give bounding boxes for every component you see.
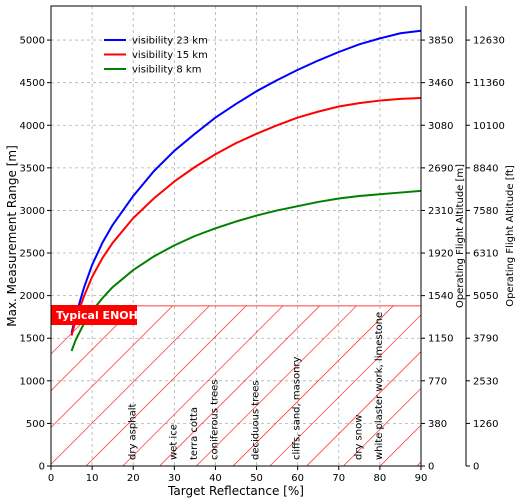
right-tick-label: 1540 bbox=[428, 291, 453, 302]
right-tick-label: 380 bbox=[428, 419, 447, 430]
right-tick-label: 3080 bbox=[428, 121, 453, 132]
right-axis-altitude-m: 0 380 770 1150 1540 1920 2310 2690 3080 3460 3850 bbox=[420, 6, 453, 473]
right-tick-label: 1260 bbox=[473, 419, 498, 430]
series-lines bbox=[70, 29, 421, 352]
x-tick-label: 30 bbox=[168, 473, 181, 484]
annotation-label: cliffs, sand, masonry bbox=[292, 356, 303, 460]
y-tick-label: 500 bbox=[26, 419, 45, 430]
x-tick-label: 40 bbox=[209, 473, 222, 484]
enohd-hatched-region bbox=[50, 305, 422, 467]
right-axis-altitude-ft: 0 1260 2530 3790 5050 6310 7580 8840 10100 11360 1… bbox=[465, 6, 505, 473]
right-tick-label: 1920 bbox=[428, 249, 453, 260]
right-tick-label: 3850 bbox=[428, 36, 453, 47]
right-axis-1-label: Operating Flight Altitude [m] bbox=[455, 164, 466, 308]
y-tick-label: 4500 bbox=[20, 78, 45, 89]
right-tick-label: 2310 bbox=[428, 206, 453, 217]
y-axis-label: Max. Measurement Range [m] bbox=[5, 145, 19, 327]
x-tick-label: 20 bbox=[127, 473, 140, 484]
y-tick-label: 1500 bbox=[20, 334, 45, 345]
right-tick-label: 7580 bbox=[473, 206, 498, 217]
annotation-label: dry asphalt bbox=[127, 404, 138, 460]
right-tick-label: 11360 bbox=[473, 78, 505, 89]
enohd-label-box bbox=[51, 305, 137, 325]
right-tick-label: 3460 bbox=[428, 78, 453, 89]
x-tick-label: 70 bbox=[332, 473, 345, 484]
annotation-label: wet ice bbox=[168, 424, 179, 460]
x-tick-label: 90 bbox=[415, 473, 428, 484]
y-tick-label: 4000 bbox=[20, 121, 45, 132]
x-tick-label: 0 bbox=[48, 473, 54, 484]
legend-label: visibility 15 km bbox=[132, 50, 208, 61]
x-tick-label: 50 bbox=[250, 473, 263, 484]
annotation-label: deciduous trees bbox=[251, 380, 262, 460]
enohd-label: Typical ENOHD bbox=[51, 305, 147, 325]
x-tick-label: 10 bbox=[86, 473, 99, 484]
x-tick-label: 80 bbox=[374, 473, 387, 484]
right-tick-label: 0 bbox=[473, 462, 479, 473]
right-tick-label: 10100 bbox=[473, 121, 505, 132]
y-tick-label: 1000 bbox=[20, 376, 45, 387]
x-tick-label: 60 bbox=[291, 473, 304, 484]
y-tick-label: 2500 bbox=[20, 249, 45, 260]
x-axis-label: Target Reflectance [%] bbox=[167, 484, 304, 498]
right-axis-2-label: Operating Flight Altitude [ft] bbox=[505, 165, 515, 307]
annotation-label: terra cotta bbox=[189, 407, 200, 460]
right-tick-label: 12630 bbox=[473, 36, 505, 47]
right-tick-label: 2690 bbox=[428, 163, 453, 174]
legend-label: visibility 8 km bbox=[132, 65, 201, 76]
right-tick-label: 3790 bbox=[473, 334, 498, 345]
right-tick-label: 1150 bbox=[428, 334, 453, 345]
legend-label: visibility 23 km bbox=[132, 36, 208, 47]
y-tick-label: 5000 bbox=[20, 36, 45, 47]
y-tick-label: 3500 bbox=[20, 163, 45, 174]
y-tick-label: 0 bbox=[39, 462, 45, 473]
series-line-2 bbox=[70, 97, 421, 336]
y-tick-label: 3000 bbox=[20, 206, 45, 217]
y-tick-label: 2000 bbox=[20, 291, 45, 302]
right-tick-label: 0 bbox=[428, 462, 434, 473]
right-tick-label: 2530 bbox=[473, 376, 498, 387]
right-tick-label: 770 bbox=[428, 376, 447, 387]
right-tick-label: 6310 bbox=[473, 249, 498, 260]
enohd-label-text: Typical ENOHD bbox=[56, 309, 147, 322]
x-axis: 0 10 20 30 40 50 60 70 80 90 bbox=[48, 466, 428, 484]
annotation-label: white plaster work, limestone bbox=[374, 312, 385, 460]
y-axis: 0 500 1000 1500 2000 2500 3000 3500 4000 4500 5000 bbox=[20, 36, 51, 473]
legend: visibility 23 km visibility 15 km visibili… bbox=[104, 36, 208, 76]
annotation-label: coniferous trees bbox=[210, 380, 221, 460]
annotation-label: dry snow bbox=[353, 415, 364, 460]
surface-annotations: dry asphalt wet ice terra cotta coniferous … bbox=[127, 312, 385, 460]
right-tick-label: 8840 bbox=[473, 163, 498, 174]
series-line-1 bbox=[70, 29, 421, 334]
right-tick-label: 5050 bbox=[473, 291, 498, 302]
